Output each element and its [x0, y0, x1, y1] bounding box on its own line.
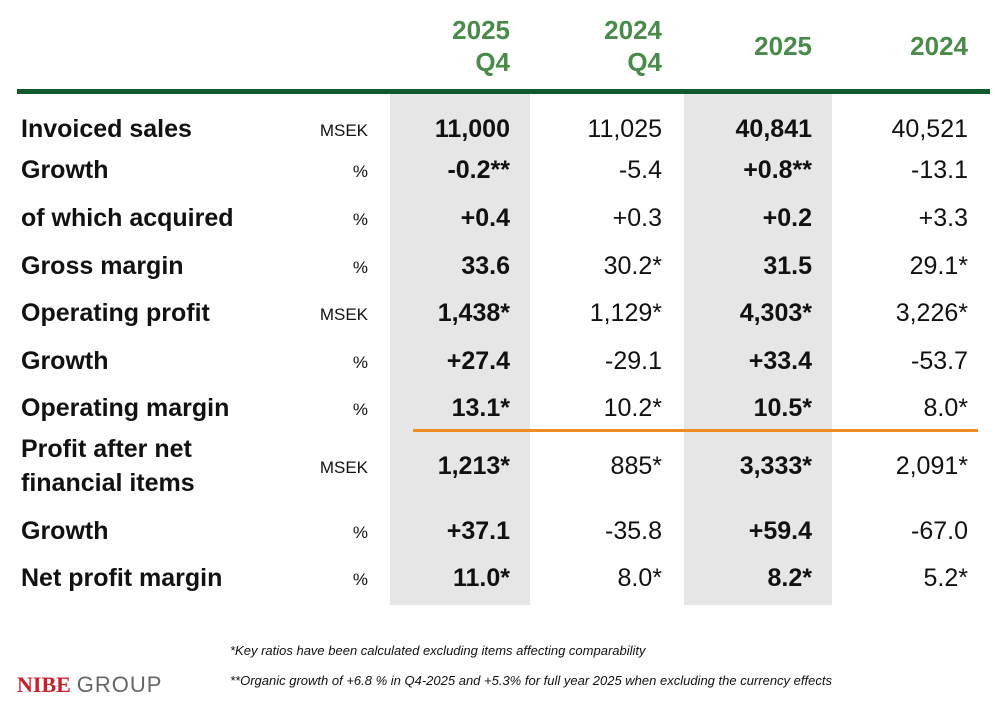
row-unit: % — [352, 162, 368, 181]
cell-value: +33.4 — [748, 347, 812, 375]
cell-value: +0.8** — [743, 156, 812, 184]
row-unit: MSEK — [319, 305, 368, 324]
cell-value: 11,000 — [434, 115, 510, 143]
row-unit: % — [352, 258, 368, 277]
cell-value: +3.3 — [918, 204, 968, 232]
cell-value: -53.7 — [911, 347, 968, 375]
cell-value: -29.1 — [605, 347, 662, 375]
header-2024: 2024 — [818, 30, 968, 62]
nibe-group-logo: NIBE GROUP — [17, 672, 162, 698]
footnote-key-ratios: *Key ratios have been calculated excludi… — [230, 643, 646, 658]
cell-value: 13.1* — [451, 394, 510, 422]
cell-value: -0.2** — [447, 156, 510, 184]
row-label: Growth — [21, 156, 109, 184]
row-label: Net profit margin — [21, 564, 223, 592]
row-unit: % — [352, 570, 368, 589]
cell-value: +27.4 — [446, 347, 510, 375]
highlight-column-q4-2025 — [390, 93, 530, 605]
cell-value: 8.2* — [767, 564, 812, 592]
cell-value: 1,438* — [437, 299, 510, 327]
cell-value: 8.0* — [617, 564, 662, 592]
cell-value: +0.4 — [460, 204, 510, 232]
cell-value: 40,521 — [891, 115, 968, 143]
row-label-line2: financial items — [21, 469, 195, 497]
header-2025: 2025 — [662, 30, 812, 62]
cell-value: 31.5 — [763, 252, 812, 280]
header-year: 2025 — [754, 31, 812, 61]
row-unit: % — [352, 523, 368, 542]
cell-value: 11.0* — [452, 564, 510, 592]
header-2025-q4: 2025 Q4 — [360, 14, 510, 78]
header-year: 2024 — [910, 31, 968, 61]
row-label: Operating margin — [21, 394, 230, 422]
section-divider — [413, 429, 978, 432]
row-label: Operating profit — [21, 299, 210, 327]
row-label: Growth — [21, 517, 109, 545]
cell-value: +37.1 — [446, 517, 510, 545]
logo-brand: NIBE — [17, 672, 71, 697]
cell-value: 29.1* — [909, 252, 968, 280]
cell-value: 1,129* — [589, 299, 662, 327]
cell-value: 10.5* — [753, 394, 812, 422]
cell-value: 33.6 — [461, 252, 510, 280]
highlight-column-2025 — [684, 93, 832, 605]
cell-value: +0.2 — [762, 204, 812, 232]
cell-value: +0.3 — [612, 204, 662, 232]
cell-value: 8.0* — [923, 394, 968, 422]
row-label: Growth — [21, 347, 109, 375]
row-unit: % — [352, 400, 368, 419]
row-unit: MSEK — [319, 458, 368, 477]
header-rule — [17, 89, 990, 94]
row-label: Gross margin — [21, 252, 184, 280]
cell-value: -35.8 — [605, 517, 662, 545]
cell-value: 4,303* — [739, 299, 812, 327]
cell-value: 885* — [610, 452, 662, 480]
header-quarter: Q4 — [475, 47, 510, 77]
row-label: Profit after net — [21, 435, 192, 463]
cell-value: 3,333* — [739, 452, 812, 480]
cell-value: -67.0 — [911, 517, 968, 545]
logo-suffix: GROUP — [76, 672, 163, 697]
header-2024-q4: 2024 Q4 — [512, 14, 662, 78]
row-label: Invoiced sales — [21, 115, 192, 143]
row-unit: MSEK — [319, 121, 368, 140]
row-label: of which acquired — [21, 204, 234, 232]
cell-value: +59.4 — [748, 517, 812, 545]
cell-value: 3,226* — [895, 299, 968, 327]
cell-value: 40,841 — [735, 115, 812, 143]
footnote-organic-growth: **Organic growth of +6.8 % in Q4-2025 an… — [230, 673, 832, 688]
cell-value: 11,025 — [587, 115, 662, 143]
cell-value: 5.2* — [923, 564, 968, 592]
cell-value: 30.2* — [603, 252, 662, 280]
cell-value: 1,213* — [437, 452, 510, 480]
row-unit: % — [352, 353, 368, 372]
cell-value: -13.1 — [911, 156, 968, 184]
header-quarter: Q4 — [627, 47, 662, 77]
cell-value: 10.2* — [603, 394, 662, 422]
header-year: 2025 — [452, 15, 510, 45]
cell-value: 2,091* — [895, 452, 968, 480]
cell-value: -5.4 — [618, 156, 662, 184]
row-unit: % — [352, 210, 368, 229]
header-year: 2024 — [604, 15, 662, 45]
